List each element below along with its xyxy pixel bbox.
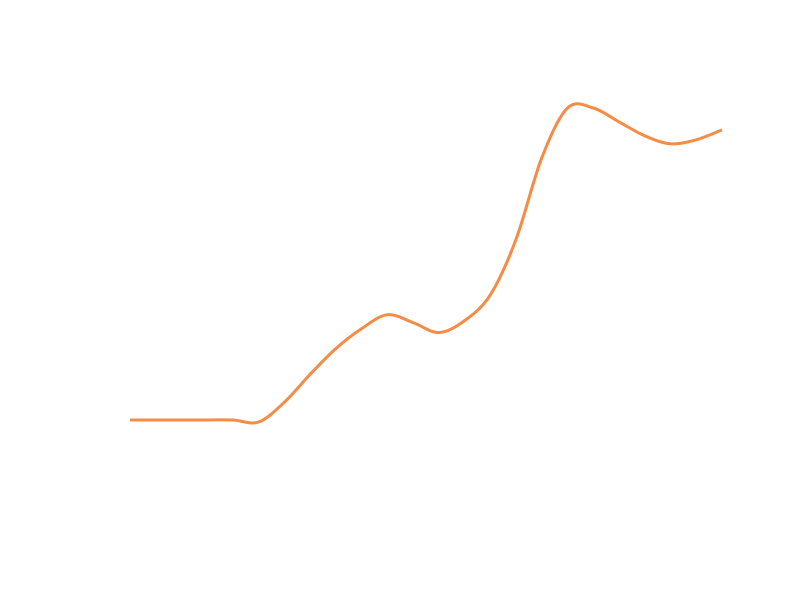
data-point (695, 138, 698, 141)
data-point (540, 156, 543, 159)
data-point (206, 419, 209, 422)
data-point (309, 373, 312, 376)
data-point (283, 401, 286, 404)
data-point (334, 347, 337, 350)
data-point (721, 128, 724, 131)
data-point (180, 419, 183, 422)
series-line-0 (129, 102, 723, 425)
plot-area (129, 102, 724, 425)
data-point (257, 420, 260, 423)
data-point (643, 134, 646, 137)
data-point (463, 319, 466, 322)
data-point (489, 293, 492, 296)
data-point (154, 419, 157, 422)
data-point (412, 321, 415, 324)
data-point (669, 142, 672, 145)
data-point (618, 120, 621, 123)
data-point (360, 327, 363, 330)
data-point (592, 107, 595, 110)
data-point (437, 331, 440, 334)
data-point (515, 238, 518, 241)
data-point (566, 107, 569, 110)
data-point (129, 419, 132, 422)
data-point (231, 419, 234, 422)
data-point (386, 313, 389, 316)
